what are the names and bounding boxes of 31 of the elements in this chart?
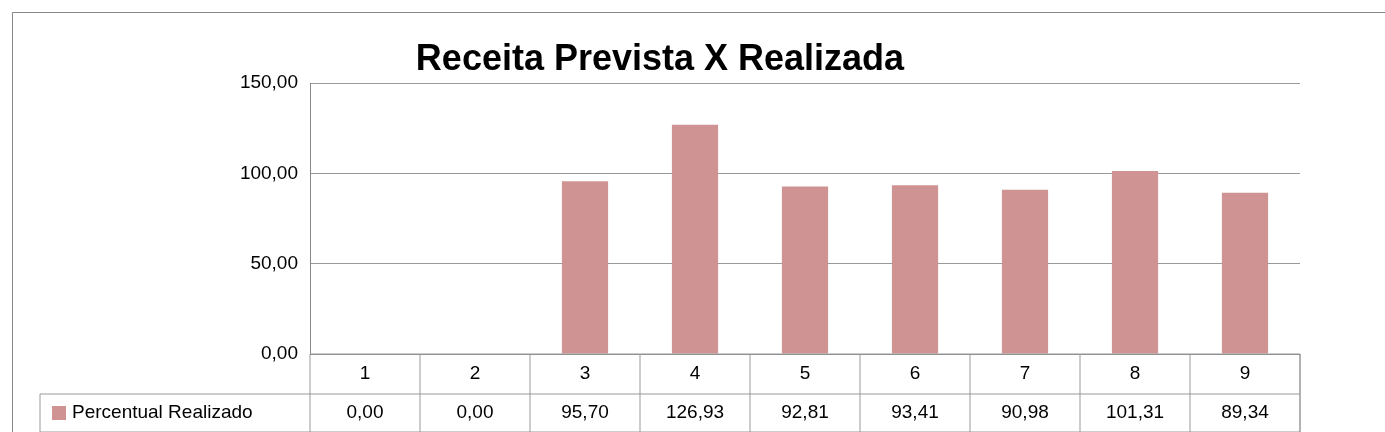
bar — [891, 185, 939, 354]
y-tick-label: 0,00 — [261, 342, 298, 364]
x-tick-label: 8 — [1129, 362, 1141, 384]
x-tick-label: 1 — [359, 362, 371, 384]
data-label: 0,00 — [456, 401, 494, 423]
data-label: 0,00 — [346, 401, 384, 423]
bar — [1111, 171, 1159, 354]
data-label: 126,93 — [665, 401, 725, 423]
bar — [561, 181, 609, 354]
bar — [1001, 189, 1049, 354]
data-label: 90,98 — [1001, 401, 1049, 423]
y-tick-label: 150,00 — [239, 71, 298, 93]
data-label: 95,70 — [561, 401, 609, 423]
y-tick-label: 50,00 — [250, 251, 298, 273]
legend-label: Percentual Realizado — [72, 401, 253, 423]
x-tick-label: 2 — [469, 362, 481, 384]
data-label: 101,31 — [1105, 401, 1165, 423]
bar — [1221, 192, 1269, 354]
y-tick-label: 100,00 — [239, 161, 298, 183]
x-tick-label: 5 — [799, 362, 811, 384]
x-tick-label: 3 — [579, 362, 591, 384]
data-label: 92,81 — [781, 401, 829, 423]
chart-title: Receita Prevista X Realizada — [415, 36, 906, 78]
x-tick-label: 4 — [689, 362, 701, 384]
x-tick-label: 7 — [1019, 362, 1031, 384]
bar — [781, 186, 829, 354]
x-tick-label: 9 — [1239, 362, 1251, 384]
data-label: 89,34 — [1221, 401, 1270, 423]
x-tick-label: 6 — [909, 362, 921, 384]
bar — [671, 124, 719, 354]
data-label: 93,41 — [891, 401, 939, 423]
